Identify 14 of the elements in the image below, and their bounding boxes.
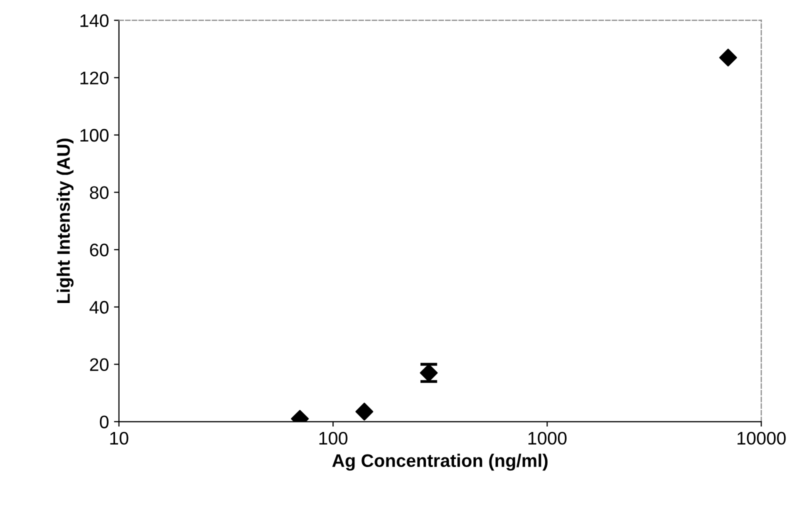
x-tick-label: 10000 bbox=[738, 432, 786, 445]
x-tick-label: 100 bbox=[319, 432, 348, 445]
y-tick-label: 140 bbox=[80, 14, 109, 28]
x-axis-title: Ag Concentration (ng/ml) bbox=[332, 454, 548, 471]
y-tick-label: 100 bbox=[80, 128, 109, 142]
x-tick-label: 10 bbox=[110, 432, 128, 445]
y-tick-label: 0 bbox=[100, 416, 109, 428]
y-tick-label: 120 bbox=[80, 72, 109, 84]
y-tick-label: 40 bbox=[90, 300, 109, 314]
x-tick-label: 1000 bbox=[528, 432, 567, 445]
y-axis-title: Light Intensity (AU) bbox=[56, 138, 74, 304]
y-tick-label: 20 bbox=[90, 358, 109, 372]
y-tick-label: 80 bbox=[90, 186, 109, 200]
y-tick-label: 60 bbox=[90, 244, 109, 256]
